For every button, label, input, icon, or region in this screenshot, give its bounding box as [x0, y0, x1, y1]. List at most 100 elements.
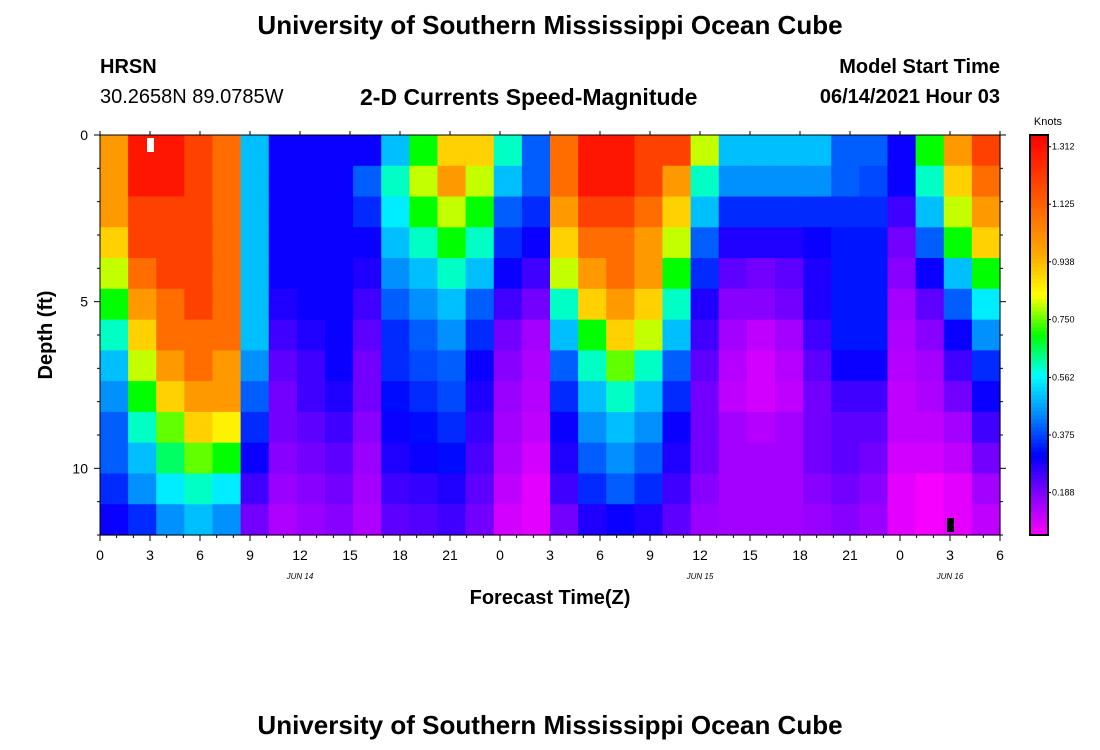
heatmap-cell: [803, 350, 832, 382]
colorbar-segment: [1030, 299, 1048, 304]
heatmap-cell: [578, 411, 607, 444]
heatmap-cell: [831, 504, 860, 536]
heatmap-cell: [887, 196, 917, 228]
heatmap-cell: [859, 473, 889, 505]
heatmap-cell: [212, 196, 242, 228]
heatmap-cell: [212, 504, 242, 536]
heatmap-cell: [409, 504, 439, 536]
heatmap-cell: [100, 258, 129, 290]
heatmap-cell: [775, 473, 804, 505]
heatmap-cell: [212, 227, 242, 259]
heatmap-cell: [915, 350, 945, 382]
x-tick-label: 0: [96, 547, 104, 563]
heatmap-cell: [521, 411, 551, 444]
heatmap-cell: [184, 504, 214, 536]
heatmap-cell: [437, 135, 467, 167]
heatmap-cell: [915, 196, 945, 228]
heatmap-cell: [915, 258, 945, 290]
heatmap-cell: [606, 381, 635, 413]
colorbar-segment: [1030, 263, 1048, 268]
heatmap-cell: [578, 135, 607, 167]
heatmap-cell: [971, 288, 1001, 321]
colorbar-segment: [1030, 375, 1048, 380]
colorbar-segment: [1030, 239, 1048, 244]
heatmap-cell: [718, 319, 748, 351]
heatmap-cell: [550, 227, 579, 259]
colorbar-segment: [1030, 283, 1048, 288]
heatmap-cell: [859, 504, 889, 536]
heatmap-cell: [465, 165, 495, 198]
colorbar-segment: [1030, 227, 1048, 232]
heatmap-cell: [381, 473, 410, 505]
heatmap-cell: [859, 196, 889, 228]
heatmap-cell: [915, 473, 945, 505]
heatmap-cell: [662, 381, 692, 413]
heatmap-cell: [325, 258, 354, 290]
heatmap-cell: [325, 135, 354, 167]
heatmap-cells: [100, 135, 1001, 536]
heatmap-cell: [775, 288, 804, 321]
heatmap-cell: [662, 227, 692, 259]
date-label: JUN 16: [936, 572, 964, 581]
heatmap-cell: [915, 165, 945, 198]
heatmap-cell: [184, 258, 214, 290]
heatmap-cell: [606, 473, 635, 505]
heatmap-cell: [662, 350, 692, 382]
colorbar-segment: [1030, 487, 1048, 492]
heatmap-cell: [662, 288, 692, 321]
heatmap-cell: [325, 227, 354, 259]
model-start-label: Model Start Time: [839, 56, 1000, 78]
heatmap-cell: [521, 381, 551, 413]
heatmap-cell: [887, 319, 917, 351]
heatmap-cell: [578, 165, 607, 198]
colorbar-segment: [1030, 151, 1048, 156]
heatmap-cell: [184, 135, 214, 167]
heatmap-cell: [634, 381, 664, 413]
heatmap-cell: [550, 473, 579, 505]
heatmap-cell: [100, 319, 129, 351]
colorbar-segment: [1030, 379, 1048, 384]
colorbar-segment: [1030, 483, 1048, 488]
heatmap-cell: [775, 196, 804, 228]
heatmap-cell: [746, 165, 776, 198]
heatmap-cell: [296, 319, 326, 351]
heatmap-cell: [465, 350, 495, 382]
heatmap-cell: [943, 258, 973, 290]
colorbar-tick-label: 1.125: [1052, 199, 1075, 209]
colorbar-tick-label: 0.188: [1052, 488, 1075, 498]
colorbar-segment: [1030, 159, 1048, 164]
colorbar-segment: [1030, 411, 1048, 416]
x-tick-label: 3: [546, 547, 554, 563]
heatmap-cell: [578, 288, 607, 321]
colorbar-segment: [1030, 467, 1048, 472]
heatmap-cell: [212, 381, 242, 413]
colorbar-segment: [1030, 435, 1048, 440]
chart-subtitle: 2-D Currents Speed-Magnitude: [360, 84, 698, 110]
heatmap-cell: [100, 196, 129, 228]
heatmap-cell: [690, 504, 720, 536]
heatmap-cell: [353, 381, 382, 413]
heatmap-cell: [971, 381, 1001, 413]
colorbar-segment: [1030, 383, 1048, 388]
heatmap-cell: [156, 381, 185, 413]
heatmap-cell: [690, 288, 720, 321]
colorbar-segment: [1030, 423, 1048, 428]
heatmap-cell: [831, 350, 860, 382]
heatmap-cell: [915, 227, 945, 259]
heatmap-cell: [353, 135, 382, 167]
heatmap-cell: [775, 135, 804, 167]
heatmap-cell: [662, 258, 692, 290]
colorbar-frame: [1029, 134, 1049, 536]
heatmap-cell: [268, 227, 298, 259]
heatmap-cell: [240, 196, 270, 228]
heatmap-cell: [353, 165, 382, 198]
heatmap-cell: [690, 227, 720, 259]
colorbar-segment: [1030, 223, 1048, 228]
heatmap-cell: [353, 411, 382, 444]
heatmap-cell: [493, 196, 523, 228]
x-tick-label: 6: [596, 547, 604, 563]
heatmap-cell: [381, 350, 410, 382]
heatmap-cell: [521, 165, 551, 198]
heatmap-cell: [690, 381, 720, 413]
heatmap-cell: [718, 442, 748, 475]
